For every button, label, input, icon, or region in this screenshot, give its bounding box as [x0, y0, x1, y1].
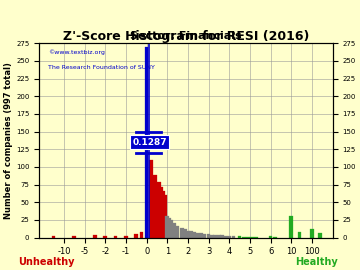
Bar: [173, 224, 176, 238]
Title: Z'-Score Histogram for RESI (2016): Z'-Score Histogram for RESI (2016): [63, 30, 309, 43]
Bar: [72, 236, 76, 238]
Bar: [183, 229, 187, 238]
Text: ©www.textbiz.org: ©www.textbiz.org: [48, 49, 105, 55]
Bar: [238, 236, 242, 238]
Bar: [176, 225, 180, 238]
Bar: [153, 176, 157, 238]
Bar: [163, 195, 167, 238]
Bar: [210, 235, 213, 238]
Bar: [114, 236, 117, 238]
Bar: [242, 237, 246, 238]
Bar: [246, 237, 250, 238]
Text: 0.1287: 0.1287: [132, 138, 167, 147]
Bar: [254, 237, 258, 238]
Bar: [223, 236, 227, 238]
Bar: [124, 236, 128, 238]
Bar: [52, 236, 55, 238]
Bar: [157, 183, 161, 238]
Bar: [189, 231, 193, 238]
Bar: [140, 232, 143, 238]
Bar: [145, 47, 148, 238]
Bar: [93, 235, 97, 238]
Bar: [197, 233, 200, 238]
Bar: [269, 236, 273, 238]
Bar: [167, 218, 171, 238]
Bar: [166, 216, 169, 238]
Bar: [318, 233, 322, 238]
Bar: [298, 232, 301, 238]
Bar: [310, 229, 314, 238]
Bar: [192, 232, 196, 238]
Y-axis label: Number of companies (997 total): Number of companies (997 total): [4, 62, 13, 219]
Text: The Research Foundation of SUNY: The Research Foundation of SUNY: [48, 65, 155, 70]
Bar: [228, 236, 231, 238]
Bar: [217, 235, 221, 238]
Bar: [199, 233, 203, 238]
Bar: [250, 237, 254, 238]
Bar: [273, 237, 276, 238]
Bar: [159, 187, 163, 238]
Bar: [149, 160, 153, 238]
Bar: [186, 231, 190, 238]
Bar: [170, 220, 173, 238]
Text: Healthy: Healthy: [296, 257, 338, 267]
Bar: [103, 236, 107, 238]
Bar: [180, 228, 184, 238]
Bar: [231, 236, 235, 238]
Bar: [161, 191, 165, 238]
Bar: [220, 235, 224, 238]
Bar: [203, 234, 206, 238]
Text: Unhealthy: Unhealthy: [19, 257, 75, 267]
Text: Sector: Financials: Sector: Financials: [130, 31, 242, 41]
Bar: [207, 234, 211, 238]
Bar: [134, 234, 138, 238]
Bar: [213, 235, 217, 238]
Bar: [289, 216, 293, 238]
